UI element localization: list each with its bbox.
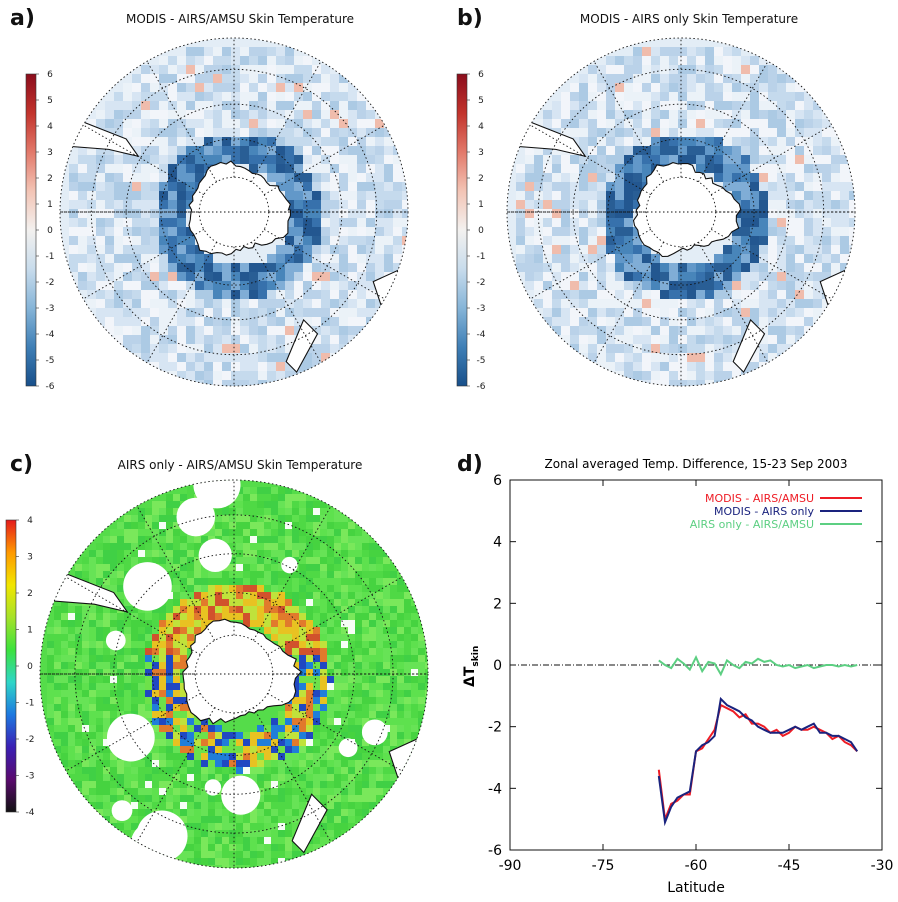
colorbar-c-tick-label: -3 bbox=[26, 772, 35, 782]
panel-a-colorbar: 6 5 4 3 2 1 0 -1 -2 -3 -4 -5 -6 bbox=[25, 70, 55, 390]
series-line-2 bbox=[657, 696, 859, 827]
map-b-antarctica bbox=[632, 162, 742, 258]
colorbar-c-tick-label: 1 bbox=[27, 626, 33, 636]
panel-b-title: MODIS - AIRS only Skin Temperature bbox=[579, 12, 799, 26]
colorbar-b-tick-label: -5 bbox=[477, 356, 486, 366]
colorbar-b-tick-label: -6 bbox=[477, 382, 486, 390]
colorbar-a-gradient bbox=[25, 73, 37, 387]
colorbar-c-tick-label: -2 bbox=[26, 735, 35, 745]
panel-d-label: d) bbox=[457, 452, 483, 477]
colorbar-b-tick-label: -4 bbox=[477, 330, 486, 340]
x-tick-label: -75 bbox=[592, 858, 615, 874]
x-tick-label: -45 bbox=[778, 858, 801, 874]
colorbar-a-tick-label: -5 bbox=[46, 356, 55, 366]
panel-b-label: b) bbox=[457, 6, 483, 31]
colorbar-b-tick-label: 4 bbox=[478, 122, 484, 132]
colorbar-a-tick-label: -4 bbox=[46, 330, 55, 340]
colorbar-a-tick-label: 5 bbox=[47, 96, 53, 106]
map-c-graticule bbox=[39, 479, 429, 869]
y-tick-label: 2 bbox=[493, 596, 502, 612]
colorbar-b-tick-label: 2 bbox=[478, 174, 484, 184]
legend-label-1: MODIS - AIRS/AMSU bbox=[705, 492, 814, 505]
colorbar-a-tick-label: 2 bbox=[47, 174, 53, 184]
colorbar-b-tick-label: -3 bbox=[477, 304, 486, 314]
y-tick-label: 0 bbox=[493, 658, 502, 674]
colorbar-b-tick-label: 3 bbox=[478, 148, 484, 158]
y-tick-label: 4 bbox=[493, 535, 502, 551]
x-tick-label: -90 bbox=[499, 858, 522, 874]
y-axis-label: ΔTskin bbox=[462, 646, 481, 687]
colorbar-a-tick-label: 4 bbox=[47, 122, 53, 132]
series-line-1 bbox=[657, 703, 858, 824]
colorbar-a-tick-label: -2 bbox=[46, 278, 55, 288]
x-tick-label: -60 bbox=[685, 858, 708, 874]
colorbar-b-tick-label: -2 bbox=[477, 278, 486, 288]
map-b-graticule bbox=[506, 37, 856, 387]
y-tick-label: -6 bbox=[488, 843, 502, 859]
x-tick-label: -30 bbox=[871, 858, 894, 874]
colorbar-b-tick-label: 5 bbox=[478, 96, 484, 106]
map-a-graticule bbox=[59, 37, 409, 387]
panel-a-title: MODIS - AIRS/AMSU Skin Temperature bbox=[125, 12, 354, 26]
colorbar-c-tick-label: -4 bbox=[26, 808, 35, 816]
x-axis-label: Latitude bbox=[667, 880, 725, 896]
colorbar-a-tick-label: 3 bbox=[47, 148, 53, 158]
chart-title: Zonal averaged Temp. Difference, 15-23 S… bbox=[545, 457, 848, 471]
colorbar-b-tick-label: -1 bbox=[477, 252, 486, 262]
series-line-3 bbox=[658, 654, 858, 677]
panel-c-title: AIRS only - AIRS/AMSU Skin Temperature bbox=[117, 458, 363, 472]
panel-b-colorbar: 6 5 4 3 2 1 0 -1 -2 -3 -4 -5 -6 bbox=[456, 70, 486, 390]
colorbar-c-tick-label: -1 bbox=[26, 699, 35, 709]
colorbar-a-tick-label: 6 bbox=[47, 70, 53, 80]
panel-a: a) MODIS - AIRS/AMSU Skin Temperature 6 5… bbox=[0, 0, 449, 415]
colorbar-b-tick-label: 1 bbox=[478, 200, 484, 210]
map-a-antarctica bbox=[188, 160, 292, 256]
map-c-antarctica bbox=[182, 618, 304, 725]
panel-c-label: c) bbox=[10, 452, 34, 477]
colorbar-b-tick-label: 6 bbox=[478, 70, 484, 80]
colorbar-a-tick-label: -6 bbox=[46, 382, 55, 390]
colorbar-a-tick-label: -3 bbox=[46, 304, 55, 314]
colorbar-c-tick-label: 2 bbox=[27, 589, 33, 599]
legend-label-3: AIRS only - AIRS/AMSU bbox=[690, 518, 814, 531]
colorbar-a-tick-label: -1 bbox=[46, 252, 55, 262]
y-tick-label: 6 bbox=[493, 473, 502, 489]
panel-a-polar-map bbox=[59, 37, 409, 387]
zonal-line-chart: Zonal averaged Temp. Difference, 15-23 S… bbox=[462, 457, 894, 896]
colorbar-c-tick-label: 3 bbox=[27, 553, 33, 563]
panel-c-colorbar: 4 3 2 1 0 -1 -2 -3 -4 bbox=[5, 516, 35, 816]
colorbar-c-tick-label: 4 bbox=[27, 516, 33, 526]
colorbar-c-tick-label: 0 bbox=[27, 662, 33, 672]
colorbar-a-tick-label: 0 bbox=[47, 226, 53, 236]
colorbar-c-gradient bbox=[5, 519, 17, 813]
panel-b: b) MODIS - AIRS only Skin Temperature 6 5… bbox=[449, 0, 898, 415]
legend-label-2: MODIS - AIRS only bbox=[714, 505, 814, 518]
panel-a-label: a) bbox=[10, 6, 35, 31]
panel-b-polar-map bbox=[506, 37, 856, 387]
colorbar-b-gradient bbox=[456, 73, 468, 387]
colorbar-a-tick-label: 1 bbox=[47, 200, 53, 210]
y-tick-label: -4 bbox=[488, 781, 502, 797]
panel-c: c) AIRS only - AIRS/AMSU Skin Temperatur… bbox=[0, 450, 449, 902]
y-tick-label: -2 bbox=[488, 720, 502, 736]
panel-d: d) Zonal averaged Temp. Difference, 15-2… bbox=[449, 450, 898, 902]
panel-c-polar-map bbox=[39, 479, 429, 869]
colorbar-b-tick-label: 0 bbox=[478, 226, 484, 236]
